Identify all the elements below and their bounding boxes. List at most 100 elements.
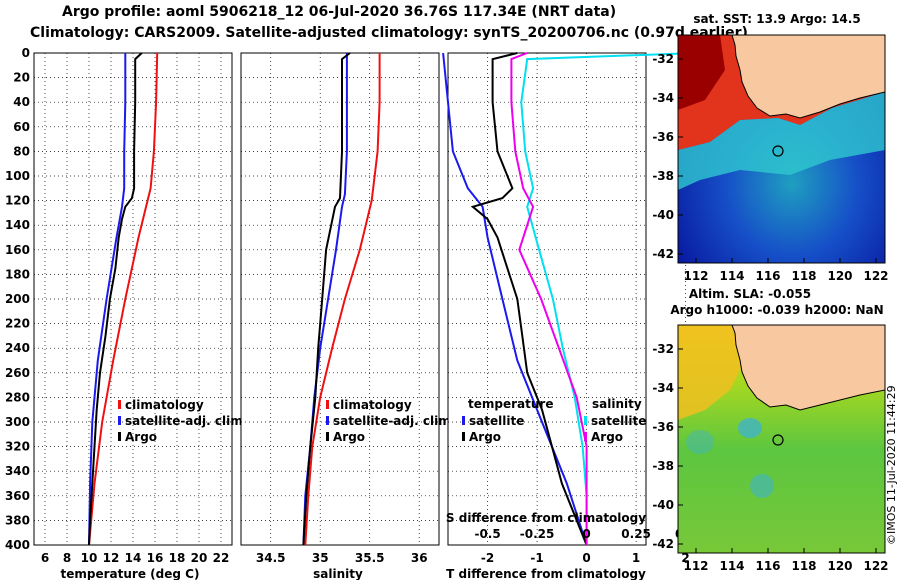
depth-tick-label: 140	[5, 218, 30, 232]
sla-high-nearshore	[678, 325, 745, 420]
sla-eddy-2	[750, 474, 774, 498]
salinity-series	[302, 52, 381, 546]
depth-tick-label: 200	[5, 292, 30, 306]
difference-grid	[448, 53, 686, 545]
depth-tick-label: 180	[5, 267, 30, 281]
series-line-temperature-argo	[470, 52, 588, 546]
temperature-legend: climatology satellite-adj. clim. Argo	[118, 398, 247, 444]
x-tick-label: 35.5	[355, 551, 385, 565]
depth-tick-label: 120	[5, 194, 30, 208]
x-tick-label: 35	[312, 551, 329, 565]
depth-tick-label: 220	[5, 317, 30, 331]
x-tick-label: 1	[632, 551, 640, 565]
legend-heading-salinity: salinity	[592, 397, 642, 411]
temperature-x-ticks: 6 8 10 12 14 16 18 20 22	[41, 551, 230, 565]
difference-series	[442, 52, 696, 546]
legend-swatch-argo	[118, 432, 121, 441]
lat-tick-label: -42	[652, 247, 674, 261]
legend-swatch-sal-satellite	[584, 416, 587, 425]
x-tick-label: 8	[63, 551, 71, 565]
sst-lat-ticks: -32 -34 -36 -38 -40 -42	[652, 52, 683, 261]
header-line-2: Climatology: CARS2009. Satellite-adjuste…	[30, 25, 748, 41]
depth-tick-label: 20	[13, 71, 30, 85]
lat-tick-label: -40	[652, 498, 674, 512]
depth-tick-label: 340	[5, 464, 30, 478]
legend-label-temp-argo: Argo	[469, 430, 501, 444]
salinity-xlabel: salinity	[313, 567, 363, 580]
lon-tick-label: 118	[791, 559, 816, 573]
sst-warm-core	[678, 35, 725, 110]
lon-tick-label: 114	[719, 269, 744, 283]
series-line-argo	[88, 52, 143, 546]
depth-tick-label: 360	[5, 489, 30, 503]
x2-tick-label: 0	[582, 527, 590, 541]
sst-frame	[677, 34, 886, 264]
x2-tick-label: -0.25	[520, 527, 555, 541]
lat-tick-label: -38	[652, 169, 674, 183]
x-tick-label: -1	[530, 551, 543, 565]
lon-tick-label: 120	[827, 559, 852, 573]
depth-tick-label: 240	[5, 341, 30, 355]
legend-swatch-satellite	[326, 416, 329, 425]
legend-label-climatology: climatology	[125, 398, 204, 412]
x-tick-label: 16	[147, 551, 164, 565]
series-line-satellite-adj-clim-	[88, 53, 127, 546]
x-tick-label: 10	[81, 551, 98, 565]
salinity-grid	[241, 53, 439, 545]
legend-swatch-argo	[326, 432, 329, 441]
lat-tick-label: -32	[652, 52, 674, 66]
depth-tick-label: 320	[5, 440, 30, 454]
lat-tick-label: -36	[652, 130, 674, 144]
lat-tick-label: -38	[652, 459, 674, 473]
legend-label-satellite: satellite-adj. clim.	[333, 414, 455, 428]
lon-tick-label: 116	[755, 559, 780, 573]
legend-swatch-temp-satellite	[462, 416, 465, 425]
x-tick-label: 0	[582, 551, 590, 565]
legend-swatch-satellite	[118, 416, 121, 425]
x-tick-label: 20	[191, 551, 208, 565]
sst-lon-ticks: 112 114 116 118 120 122	[683, 258, 889, 283]
legend-swatch-climatology	[118, 400, 121, 409]
temperature-xlabel: temperature (deg C)	[61, 567, 200, 580]
lon-tick-label: 120	[827, 269, 852, 283]
difference-x-ticks: -2 -1 0 1 2	[481, 551, 690, 565]
sst-front	[678, 92, 885, 190]
lat-tick-label: -40	[652, 208, 674, 222]
depth-tick-label: 400	[5, 538, 30, 552]
salinity-x-ticks: 34.5 35 35.5 36	[256, 551, 428, 565]
depth-tick-label: 260	[5, 366, 30, 380]
sla-land	[731, 324, 886, 411]
lat-tick-label: -34	[652, 91, 674, 105]
x2-tick-label: -0.5	[474, 527, 500, 541]
series-line-salinity-satellite	[520, 52, 696, 545]
lat-tick-label: -36	[652, 420, 674, 434]
depth-tick-label: 380	[5, 513, 30, 527]
legend-label-argo: Argo	[333, 430, 365, 444]
lat-tick-label: -34	[652, 381, 674, 395]
legend-swatch-temp-argo	[462, 432, 465, 441]
temperature-grid	[34, 53, 232, 545]
lon-tick-label: 112	[683, 559, 708, 573]
depth-tick-label: 160	[5, 243, 30, 257]
x-tick-label: -2	[481, 551, 494, 565]
lon-tick-label: 122	[863, 269, 888, 283]
x-tick-label: 34.5	[256, 551, 286, 565]
header-line-1: Argo profile: aoml 5906218_12 06-Jul-202…	[62, 4, 617, 20]
salinity-panel: 34.5 35 35.5 36 salinity climatology satell…	[240, 52, 455, 580]
legend-label-satellite: satellite-adj. clim.	[125, 414, 247, 428]
x2-tick-label: 0.25	[621, 527, 651, 541]
x-tick-label: 14	[125, 551, 142, 565]
lon-tick-label: 122	[863, 559, 888, 573]
lon-tick-label: 114	[719, 559, 744, 573]
sst-land	[731, 34, 886, 119]
depth-tick-label: 280	[5, 390, 30, 404]
sla-map: Altim. SLA: -0.055 Argo h1000: -0.039 h2…	[652, 287, 888, 573]
legend-heading-temperature: temperature	[468, 397, 553, 411]
lat-tick-label: -32	[652, 342, 674, 356]
depth-tick-label: 60	[13, 120, 30, 134]
legend-swatch-climatology	[326, 400, 329, 409]
sla-map-title-2: Argo h1000: -0.039 h2000: NaN	[670, 303, 883, 317]
x-tick-label: 18	[169, 551, 186, 565]
lon-tick-label: 118	[791, 269, 816, 283]
